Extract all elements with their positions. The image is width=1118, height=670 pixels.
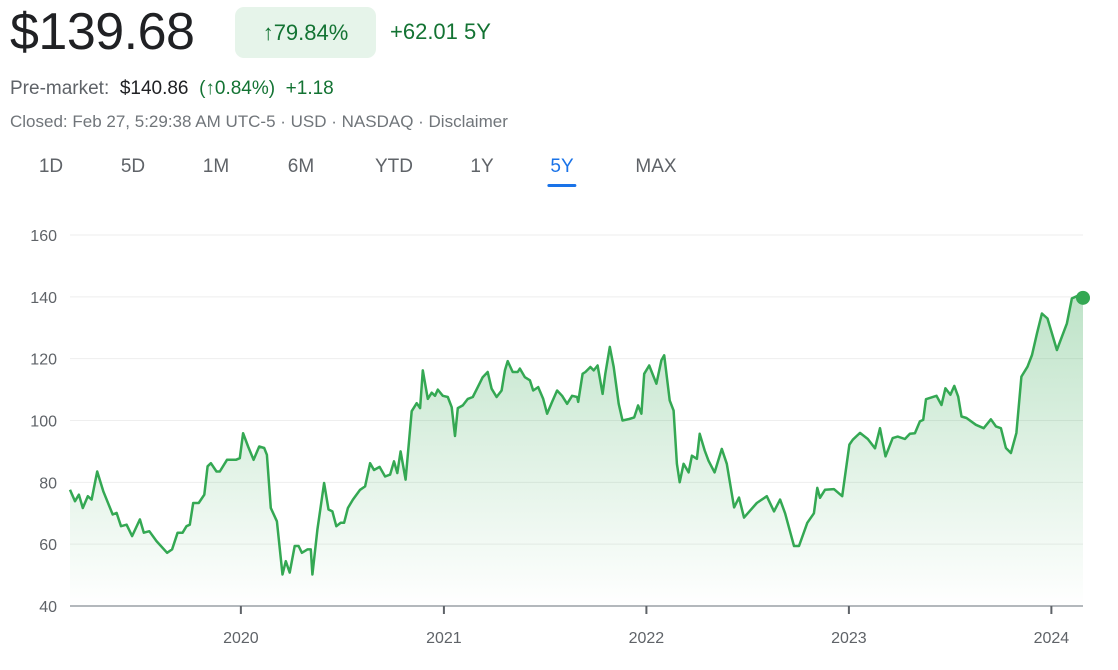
premarket-row: Pre-market: $140.86 (↑0.84%) +1.18	[10, 78, 334, 100]
premarket-change-abs: +1.18	[285, 78, 334, 99]
x-tick-label: 2021	[426, 630, 462, 647]
latest-price-dot	[1076, 290, 1090, 305]
x-tick-label: 2024	[1034, 630, 1070, 647]
y-tick-label: 40	[39, 599, 57, 616]
price-line	[68, 294, 1084, 576]
x-axis: 2020 2021 2022 2023 2024	[70, 605, 1083, 647]
x-tick-label: 2023	[831, 630, 867, 647]
change-percent-badge: ↑79.84%	[235, 7, 376, 58]
x-tick-label: 2022	[629, 630, 665, 647]
y-axis: 40 60 80 100 120 140 160	[30, 228, 57, 616]
premarket-change-percent: (↑0.84%)	[199, 78, 276, 99]
y-tick-label: 80	[39, 475, 57, 492]
premarket-label: Pre-market:	[10, 78, 110, 99]
y-tick-label: 120	[30, 352, 57, 369]
y-tick-label: 60	[39, 537, 57, 554]
market-status: Closed: Feb 27, 5:29:38 AM UTC-5 · USD ·…	[10, 112, 508, 131]
tab-ytd[interactable]: YTD	[375, 156, 413, 177]
change-absolute: +62.01 5Y	[390, 19, 491, 44]
tab-6m[interactable]: 6M	[287, 156, 315, 177]
y-tick-label: 140	[30, 290, 57, 307]
tab-1y[interactable]: 1Y	[470, 156, 494, 177]
tab-1d[interactable]: 1D	[38, 156, 64, 177]
tab-5d[interactable]: 5D	[120, 156, 146, 177]
x-tick-label: 2020	[223, 630, 259, 647]
tab-5y[interactable]: 5Y	[547, 156, 577, 187]
tab-max[interactable]: MAX	[635, 156, 677, 177]
premarket-price: $140.86	[119, 78, 189, 99]
current-price: $139.68	[10, 3, 195, 61]
y-tick-label: 100	[30, 414, 57, 431]
y-tick-label: 160	[30, 228, 57, 245]
price-area-fill	[70, 296, 1083, 606]
tab-1m[interactable]: 1M	[202, 156, 230, 177]
